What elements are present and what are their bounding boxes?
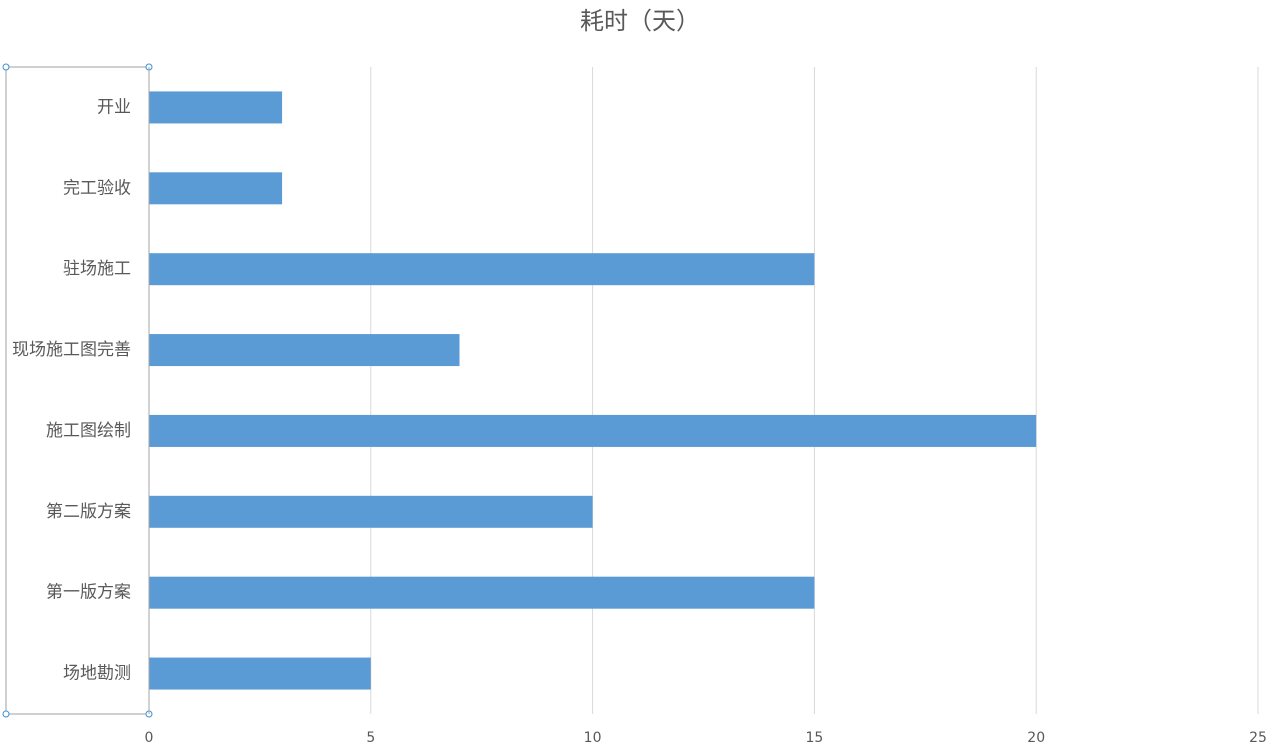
y-tick-label: 开业 bbox=[97, 97, 131, 117]
x-tick-label: 20 bbox=[1027, 730, 1045, 746]
y-tick-label: 驻场施工 bbox=[63, 259, 131, 279]
x-tick-label: 15 bbox=[805, 730, 823, 746]
y-tick-label: 第二版方案 bbox=[46, 502, 131, 522]
selection-handle bbox=[2, 710, 10, 718]
chart-title: 耗时（天） bbox=[580, 7, 700, 35]
y-tick-label: 现场施工图完善 bbox=[12, 340, 131, 360]
bar bbox=[149, 253, 815, 286]
bar bbox=[149, 657, 371, 690]
y-tick-label: 完工验收 bbox=[63, 178, 131, 198]
y-tick-label: 第一版方案 bbox=[46, 583, 131, 603]
x-tick-label: 10 bbox=[584, 730, 602, 746]
y-tick-label: 施工图绘制 bbox=[46, 421, 131, 441]
bar bbox=[149, 576, 815, 609]
bar bbox=[149, 91, 283, 124]
selection-box bbox=[5, 66, 150, 715]
y-tick-label: 场地勘测 bbox=[63, 664, 131, 684]
bar bbox=[149, 495, 593, 528]
x-tick-label: 5 bbox=[366, 730, 375, 746]
selection-handle bbox=[2, 63, 10, 71]
bar bbox=[149, 172, 283, 205]
x-tick-label: 0 bbox=[145, 730, 154, 746]
x-tick-label: 25 bbox=[1249, 730, 1267, 746]
bar bbox=[149, 334, 460, 367]
bar bbox=[149, 414, 1037, 447]
